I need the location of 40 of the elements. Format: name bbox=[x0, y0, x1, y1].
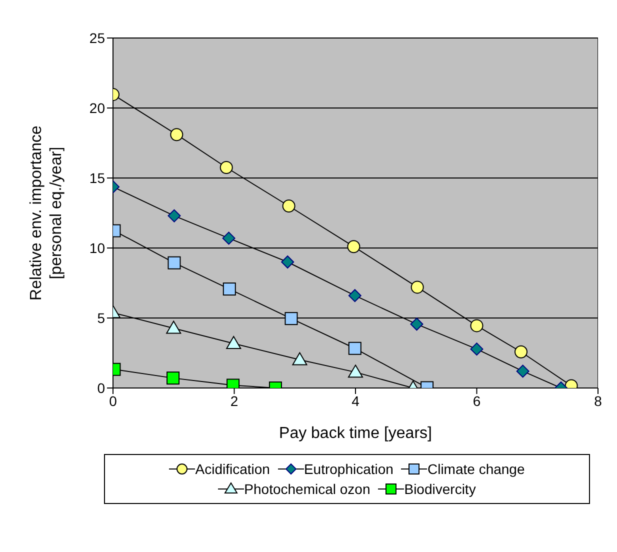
point bbox=[170, 128, 184, 142]
y-tick-label: 20 bbox=[89, 100, 106, 116]
legend-label: Acidification bbox=[195, 461, 270, 477]
point bbox=[470, 342, 484, 356]
legend-label: Climate change bbox=[427, 461, 525, 477]
point bbox=[516, 364, 530, 378]
point bbox=[470, 319, 484, 332]
y-tick-label: 5 bbox=[97, 310, 106, 326]
x-tick-label: 0 bbox=[109, 392, 118, 409]
y-axis-title: Relative env. importance [personal eq./year] bbox=[28, 125, 65, 300]
point bbox=[347, 240, 360, 254]
point bbox=[284, 312, 298, 326]
x-tick-label: 6 bbox=[472, 392, 481, 409]
point bbox=[166, 320, 182, 334]
point bbox=[222, 282, 236, 296]
point bbox=[226, 336, 242, 349]
y-tick-label: 0 bbox=[97, 380, 106, 396]
x-tick-label: 2 bbox=[230, 392, 238, 409]
legend-label: Eutrophication bbox=[304, 461, 394, 477]
point bbox=[220, 161, 233, 174]
point bbox=[410, 318, 424, 331]
legend-label: Photochemical ozon bbox=[244, 481, 370, 497]
point bbox=[282, 200, 296, 212]
point bbox=[514, 345, 528, 358]
point bbox=[222, 232, 236, 245]
x-tick-label: 4 bbox=[352, 392, 360, 409]
y-tick-label: 15 bbox=[89, 170, 106, 186]
point bbox=[281, 256, 294, 268]
point bbox=[348, 364, 363, 378]
point bbox=[292, 352, 308, 366]
x-axis-title: Pay back time [years] bbox=[279, 425, 432, 442]
legend-label: Biodivercity bbox=[404, 481, 476, 497]
point bbox=[410, 280, 424, 294]
x-tick-label: 8 bbox=[594, 392, 602, 409]
point bbox=[168, 209, 181, 222]
point bbox=[168, 256, 181, 270]
y-tick-label: 25 bbox=[89, 30, 106, 46]
y-tick-label: 10 bbox=[89, 240, 106, 256]
point bbox=[348, 342, 362, 355]
point bbox=[348, 289, 362, 302]
